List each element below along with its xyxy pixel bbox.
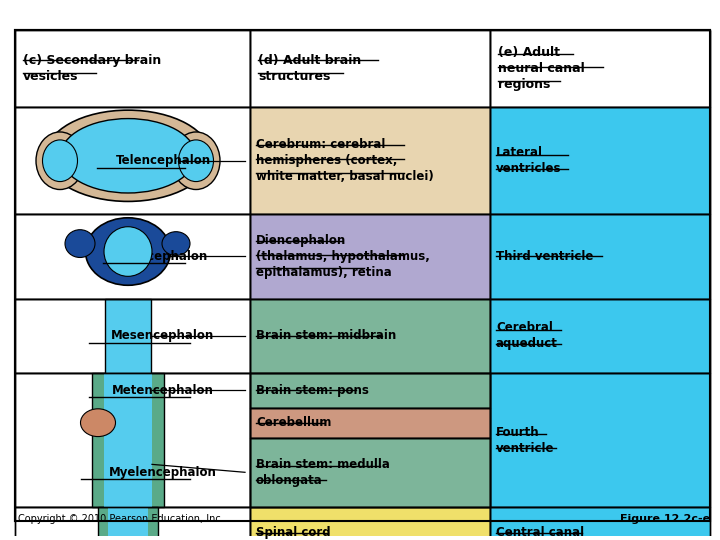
Text: Myelencephalon: Myelencephalon (109, 466, 217, 479)
Bar (490, 107, 710, 214)
Bar (490, 373, 710, 507)
Text: Metencephalon: Metencephalon (112, 384, 214, 397)
Bar (92, 373, 164, 507)
Text: Brain stem: medulla
oblongata: Brain stem: medulla oblongata (256, 458, 390, 487)
Bar (15, 30, 250, 107)
Bar (490, 214, 710, 299)
Ellipse shape (172, 132, 220, 190)
Bar (15, 507, 250, 540)
Text: (c) Secondary brain
vesicles: (c) Secondary brain vesicles (23, 54, 161, 83)
Bar (15, 214, 250, 299)
Bar (104, 373, 152, 507)
Bar (98, 507, 158, 540)
Text: Figure 12.2c-e: Figure 12.2c-e (620, 514, 710, 524)
Bar (490, 299, 710, 373)
Bar (15, 299, 250, 373)
Ellipse shape (65, 230, 95, 258)
Bar (250, 107, 490, 214)
Bar (250, 507, 490, 540)
Bar (250, 30, 490, 107)
Text: Cerebrum: cerebral
hemispheres (cortex,
white matter, basal nuclei): Cerebrum: cerebral hemispheres (cortex, … (256, 138, 433, 183)
Bar (490, 107, 710, 214)
Ellipse shape (45, 110, 210, 201)
Text: Fourth
ventricle: Fourth ventricle (496, 426, 554, 455)
Ellipse shape (162, 232, 190, 255)
Bar (250, 408, 490, 437)
Bar (250, 299, 490, 373)
Bar (15, 299, 250, 373)
Bar (490, 507, 710, 540)
Bar (15, 373, 250, 507)
Bar (490, 214, 710, 299)
Bar (15, 30, 250, 107)
Bar (250, 214, 490, 299)
Bar (15, 107, 250, 214)
Bar (15, 373, 250, 507)
Text: Diencephalon
(thalamus, hypothalamus,
epithalamus), retina: Diencephalon (thalamus, hypothalamus, ep… (256, 234, 430, 279)
Text: Mesencephalon: Mesencephalon (112, 329, 215, 342)
Bar (250, 408, 490, 437)
Ellipse shape (42, 140, 78, 181)
Bar (15, 507, 250, 540)
Bar (250, 507, 490, 540)
Bar (490, 30, 710, 107)
Bar (250, 214, 490, 299)
Ellipse shape (104, 227, 152, 276)
Text: Third ventricle: Third ventricle (496, 250, 593, 263)
Bar (108, 507, 148, 540)
Text: (d) Adult brain
structures: (d) Adult brain structures (258, 54, 361, 83)
Bar (490, 299, 710, 373)
Bar (105, 299, 151, 373)
Bar (15, 107, 250, 214)
Text: Diencephalon: Diencephalon (118, 250, 208, 263)
Text: Cerebral
aqueduct: Cerebral aqueduct (496, 321, 558, 350)
Ellipse shape (60, 119, 196, 193)
Bar (490, 507, 710, 540)
Text: Cerebellum: Cerebellum (256, 416, 331, 429)
Ellipse shape (179, 140, 214, 181)
Bar (250, 437, 490, 507)
Text: Lateral
ventricles: Lateral ventricles (496, 146, 562, 176)
Text: Copyright © 2010 Pearson Education, Inc.: Copyright © 2010 Pearson Education, Inc. (18, 514, 224, 524)
Bar (250, 107, 490, 214)
Bar (250, 299, 490, 373)
Bar (490, 373, 710, 507)
Text: Brain stem: midbrain: Brain stem: midbrain (256, 329, 396, 342)
Bar (250, 373, 490, 408)
Text: Brain stem: pons: Brain stem: pons (256, 384, 369, 397)
Ellipse shape (36, 132, 84, 190)
Text: Spinal cord: Spinal cord (256, 526, 330, 539)
Bar (250, 30, 490, 107)
Bar (250, 373, 490, 507)
Bar (250, 437, 490, 507)
Text: Telencephalon: Telencephalon (115, 154, 210, 167)
Bar (15, 214, 250, 299)
Text: Central canal: Central canal (496, 526, 584, 539)
Ellipse shape (86, 218, 171, 285)
Ellipse shape (81, 409, 115, 436)
Bar (490, 30, 710, 107)
Text: (e) Adult
neural canal
regions: (e) Adult neural canal regions (498, 46, 585, 91)
Bar (250, 373, 490, 408)
